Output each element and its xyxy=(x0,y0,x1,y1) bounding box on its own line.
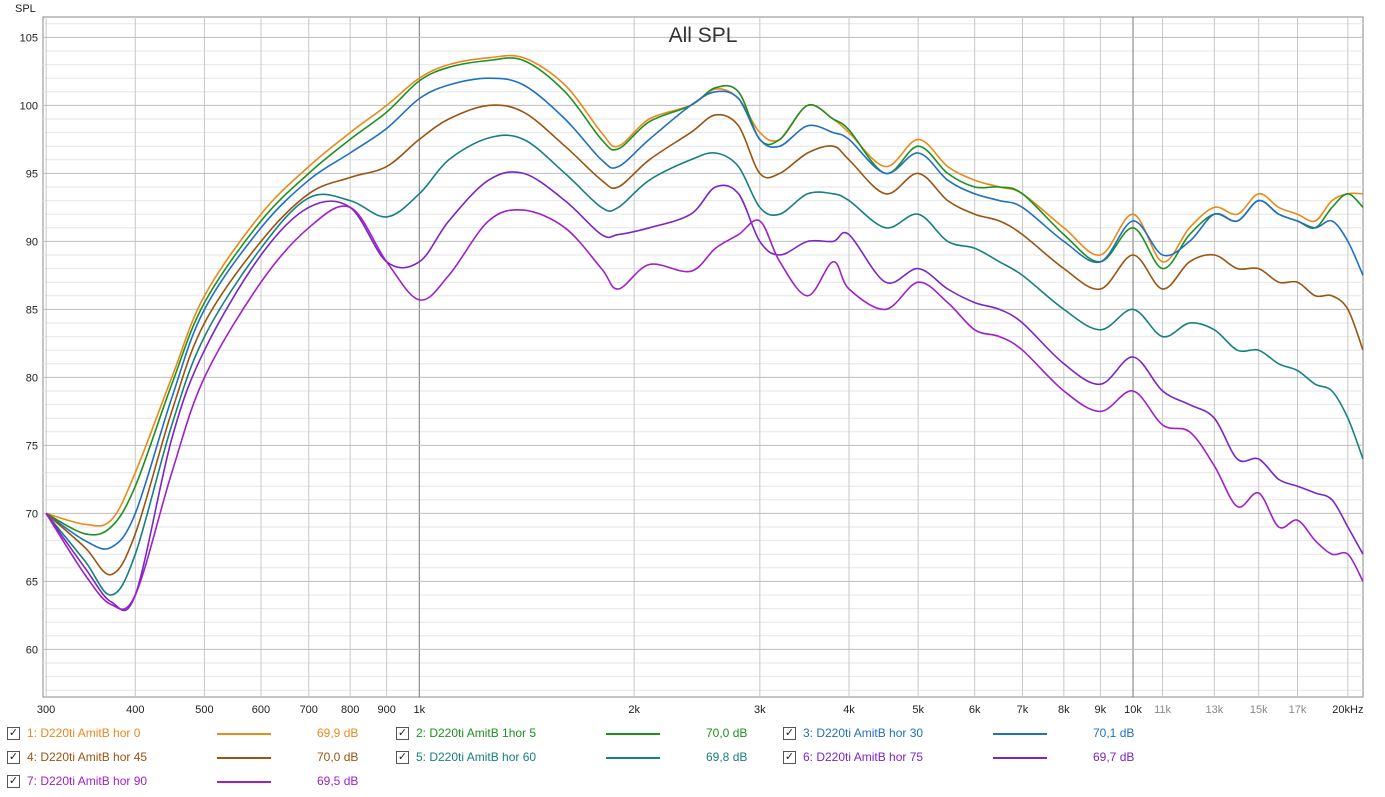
x-tick-label: 700 xyxy=(300,704,318,716)
legend-item-5: ✓ 5: D220ti AmitB hor 60 69,8 dB xyxy=(396,748,766,768)
legend-level-value: 70,0 dB xyxy=(706,726,748,740)
series-group xyxy=(45,54,1364,612)
gridlines-x xyxy=(45,17,1349,697)
y-tick-labels: 60 65 70 75 80 85 90 95 100 105 xyxy=(20,32,38,656)
x-tick-labels: 300 400 500 600 700 800 900 1k 2k 3k 4k 5k 6k 7k 8k 9k 1… xyxy=(37,704,1364,716)
legend-line-swatch xyxy=(217,781,271,783)
y-tick-label: 100 xyxy=(20,100,38,112)
spl-chart: SPL 300 400 500 600 700 800 900 1k 2k 3k 4k 5k 6k 7k 8… xyxy=(15,3,1364,716)
y-tick-label: 65 xyxy=(26,576,38,588)
y-tick-label: 85 xyxy=(26,304,38,316)
legend-level-value: 70,1 dB xyxy=(1093,726,1135,740)
x-tick-label: 300 xyxy=(37,704,55,716)
x-tick-label: 2k xyxy=(628,704,640,716)
legend-series-name: 4: D220ti AmitB hor 45 xyxy=(27,750,148,764)
legend-item-6: ✓ 6: D220ti AmitB hor 75 69,7 dB xyxy=(783,748,1153,768)
x-tick-label: 17k xyxy=(1289,704,1307,716)
legend-series-name: 2: D220ti AmitB 1hor 5 xyxy=(416,726,537,740)
y-tick-label: 95 xyxy=(26,168,38,180)
gridlines-y xyxy=(43,36,1363,650)
legend-level-value: 69,5 dB xyxy=(317,774,359,788)
legend-level-value: 70,0 dB xyxy=(317,750,359,764)
plot-area[interactable] xyxy=(42,16,1364,698)
series-line-7 xyxy=(45,205,1364,611)
legend-level-value: 69,9 dB xyxy=(317,726,359,740)
x-tick-label: 13k xyxy=(1205,704,1223,716)
chart-title: All SPL xyxy=(669,24,738,47)
legend-series-name: 7: D220ti AmitB hor 90 xyxy=(27,774,148,788)
x-tick-label: 6k xyxy=(969,704,981,716)
legend-checkbox[interactable]: ✓ xyxy=(783,727,796,740)
x-tick-label: 8k xyxy=(1058,704,1070,716)
x-tick-label: 4k xyxy=(843,704,855,716)
legend-series-name: 6: D220ti AmitB hor 75 xyxy=(803,750,924,764)
legend-item-1: ✓ 1: D220ti AmitB hor 0 69,9 dB xyxy=(7,724,377,744)
x-tick-label: 900 xyxy=(377,704,395,716)
legend-line-swatch xyxy=(993,733,1047,735)
y-tick-label: 75 xyxy=(26,440,38,452)
legend-line-swatch xyxy=(606,733,660,735)
x-tick-label: 10k xyxy=(1124,704,1142,716)
legend-level-value: 69,8 dB xyxy=(706,750,748,764)
x-tick-label: 600 xyxy=(252,704,270,716)
minor-gridlines-y xyxy=(43,23,1363,691)
x-tick-label: 5k xyxy=(912,704,924,716)
legend-line-swatch xyxy=(217,733,271,735)
series-line-3 xyxy=(45,77,1364,550)
x-tick-label: 3k xyxy=(754,704,766,716)
x-tick-label: 800 xyxy=(341,704,359,716)
legend-line-swatch xyxy=(993,757,1047,759)
legend-checkbox[interactable]: ✓ xyxy=(396,751,409,764)
legend-line-swatch xyxy=(217,757,271,759)
legend-checkbox[interactable]: ✓ xyxy=(396,727,409,740)
legend-line-swatch xyxy=(606,757,660,759)
y-tick-label: 70 xyxy=(26,508,38,520)
legend-checkbox[interactable]: ✓ xyxy=(7,775,20,788)
legend-checkbox[interactable]: ✓ xyxy=(7,727,20,740)
x-tick-label: 500 xyxy=(195,704,213,716)
legend-series-name: 5: D220ti AmitB hor 60 xyxy=(416,750,537,764)
legend-series-name: 1: D220ti AmitB hor 0 xyxy=(27,726,141,740)
x-tick-label: 1k xyxy=(413,704,425,716)
series-line-6 xyxy=(45,171,1364,612)
y-tick-label: 90 xyxy=(26,236,38,248)
legend-series-name: 3: D220ti AmitB hor 30 xyxy=(803,726,924,740)
x-tick-label: 400 xyxy=(126,704,144,716)
legend-item-7: ✓ 7: D220ti AmitB hor 90 69,5 dB xyxy=(7,772,377,792)
legend-item-3: ✓ 3: D220ti AmitB hor 30 70,1 dB xyxy=(783,724,1153,744)
y-tick-label: 60 xyxy=(26,644,38,656)
x-tick-label: 11k xyxy=(1154,704,1171,716)
legend-item-4: ✓ 4: D220ti AmitB hor 45 70,0 dB xyxy=(7,748,377,768)
legend: ✓ 1: D220ti AmitB hor 0 69,9 dB ✓ 2: D220ti … xyxy=(0,720,1385,797)
legend-item-2: ✓ 2: D220ti AmitB 1hor 5 70,0 dB xyxy=(396,724,766,744)
y-tick-label: 80 xyxy=(26,372,38,384)
series-line-4 xyxy=(45,104,1364,576)
legend-checkbox[interactable]: ✓ xyxy=(7,751,20,764)
x-tick-label: 15k xyxy=(1250,704,1268,716)
y-axis-label: SPL xyxy=(15,3,36,15)
series-line-5 xyxy=(45,134,1364,596)
y-tick-label: 105 xyxy=(20,32,38,44)
x-tick-label: 20kHz xyxy=(1332,704,1363,716)
legend-level-value: 69,7 dB xyxy=(1093,750,1135,764)
x-tick-label: 9k xyxy=(1095,704,1107,716)
x-tick-label: 7k xyxy=(1017,704,1029,716)
legend-checkbox[interactable]: ✓ xyxy=(783,751,796,764)
